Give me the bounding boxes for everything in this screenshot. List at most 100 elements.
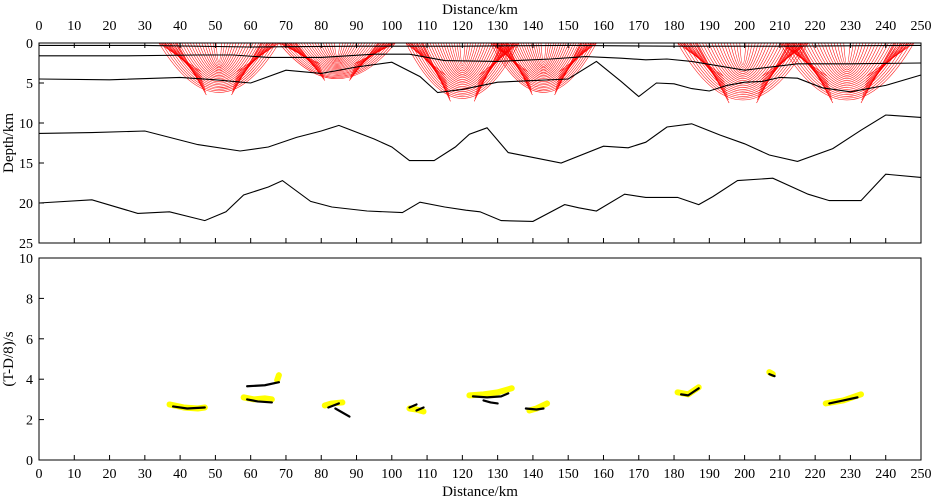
- top-x-tick-label: 110: [417, 19, 437, 34]
- top-x-tick-label: 50: [208, 19, 222, 34]
- ray-path: [490, 42, 597, 93]
- ray-fan: [490, 42, 597, 96]
- ray-path: [523, 42, 564, 73]
- ray-path: [459, 42, 466, 65]
- top-x-tick-label: 240: [875, 19, 896, 34]
- bottom-x-tick-label: 100: [381, 467, 402, 482]
- bottom-x-tick-label: 80: [314, 467, 328, 482]
- ray-path: [495, 42, 592, 90]
- ray-path: [786, 42, 908, 97]
- ray-path: [328, 42, 346, 60]
- ray-path: [821, 42, 873, 78]
- ray-path: [331, 42, 343, 59]
- ray-path: [207, 42, 231, 67]
- bottom-x-tick-label: 70: [279, 467, 293, 482]
- ray-path: [334, 42, 341, 57]
- ray-path: [680, 42, 806, 99]
- travel-time-panel: 0 10 20 30 40 50 60 70 80 90 100 110 120 130 140 150 160…: [1, 252, 932, 499]
- ray-path: [184, 42, 254, 79]
- ray-path: [555, 42, 585, 90]
- bottom-y-axis-title: (T-D/8)/s: [1, 331, 17, 386]
- calculated-time: [524, 407, 545, 411]
- ray-path: [201, 42, 237, 70]
- bottom-x-tick-label: 250: [911, 467, 932, 482]
- ray-path: [862, 42, 901, 95]
- ray-path: [677, 42, 809, 101]
- bottom-x-tick-label: 0: [36, 467, 43, 482]
- interface-line: [39, 53, 922, 71]
- ray-path: [350, 42, 382, 78]
- top-x-tick-label: 40: [173, 19, 187, 34]
- ray-path: [824, 42, 870, 76]
- calculated-times: [171, 373, 859, 418]
- ray-path: [518, 42, 569, 76]
- ray-path: [554, 42, 581, 96]
- ray-path: [289, 42, 385, 75]
- ray-path: [408, 42, 517, 97]
- ray-path: [429, 42, 495, 84]
- ray-path: [840, 42, 854, 67]
- top-x-tick-label: 250: [911, 19, 932, 34]
- top-plot-frame: [38, 42, 922, 244]
- top-x-tick-label: 130: [487, 19, 508, 34]
- ray-path: [717, 42, 768, 78]
- bottom-plot-frame: [38, 257, 922, 461]
- ray-path: [187, 42, 251, 78]
- ray-path: [686, 42, 800, 96]
- observed-pick: [766, 369, 776, 378]
- bottom-x-tick-label: 210: [769, 467, 790, 482]
- ray-path: [303, 42, 371, 69]
- ray-path: [801, 42, 892, 88]
- bottom-x-tick-label: 160: [593, 467, 614, 482]
- calculated-time: [679, 387, 700, 397]
- ray-path: [292, 42, 324, 78]
- bottom-x-tick-label: 10: [67, 467, 81, 482]
- ray-path: [756, 42, 789, 104]
- ray-path: [432, 42, 493, 82]
- top-x-tick-label: 30: [138, 19, 152, 34]
- ray-path: [456, 42, 469, 66]
- top-y-tick-label: 5: [26, 77, 33, 92]
- ray-path: [817, 42, 876, 80]
- top-x-tick-label: 230: [840, 19, 861, 34]
- bottom-x-tick-label: 240: [875, 467, 896, 482]
- interface-line: [38, 173, 922, 222]
- ray-path: [325, 42, 349, 61]
- ray-path: [212, 42, 225, 64]
- ray-path: [416, 42, 450, 93]
- top-x-tick-label: 180: [664, 19, 685, 34]
- ray-path: [540, 42, 547, 63]
- ray-path: [694, 42, 729, 101]
- ray-path: [739, 42, 747, 66]
- calculated-time: [246, 381, 281, 388]
- ray-path: [435, 42, 490, 80]
- ray-path: [443, 42, 482, 75]
- ray-path: [782, 42, 912, 99]
- bottom-x-tick-label: 150: [558, 467, 579, 482]
- ray-path: [418, 42, 450, 96]
- top-x-tick-label: 70: [279, 19, 293, 34]
- ray-path: [554, 42, 583, 93]
- bottom-x-tick-label: 220: [805, 467, 826, 482]
- ray-path: [692, 42, 729, 98]
- ray-path: [306, 42, 368, 68]
- ray-path: [317, 42, 357, 64]
- bottom-y-tick-label: 8: [26, 292, 33, 307]
- ray-path: [696, 42, 730, 104]
- ray-path: [705, 42, 781, 85]
- ray-path: [440, 42, 485, 77]
- calculated-time: [327, 402, 340, 409]
- ray-path: [210, 42, 228, 65]
- ray-fan: [158, 42, 280, 96]
- ray-path: [167, 42, 271, 89]
- ray-path: [170, 42, 268, 87]
- ray-path: [322, 42, 352, 62]
- ray-path: [233, 42, 268, 88]
- bottom-x-tick-label: 60: [244, 467, 258, 482]
- ray-path: [502, 42, 532, 90]
- calculated-time: [246, 398, 273, 404]
- interface-line: [38, 60, 922, 98]
- ray-fan: [278, 42, 396, 81]
- ray-fan: [779, 42, 915, 104]
